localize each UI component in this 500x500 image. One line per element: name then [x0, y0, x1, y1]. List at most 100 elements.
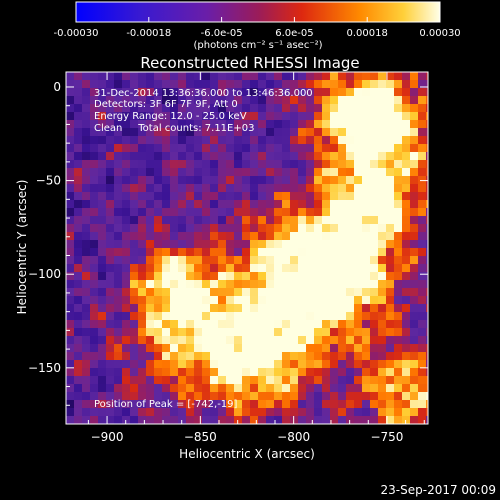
heatmap-cell	[426, 344, 428, 352]
heatmap-cell	[290, 112, 298, 120]
heatmap-cell	[418, 80, 426, 88]
heatmap-cell	[242, 264, 250, 272]
heatmap-cell	[314, 136, 322, 144]
heatmap-cell	[234, 72, 242, 80]
heatmap-cell	[138, 328, 146, 336]
heatmap-cell	[266, 72, 274, 80]
heatmap-cell	[330, 328, 338, 336]
heatmap-cell	[130, 168, 138, 176]
heatmap-cell	[186, 376, 194, 384]
heatmap-cell	[362, 96, 370, 104]
heatmap-cell	[250, 408, 258, 416]
heatmap-cell	[282, 184, 290, 192]
heatmap-cell	[378, 408, 386, 416]
heatmap-cell	[282, 176, 290, 184]
heatmap-cell	[290, 136, 298, 144]
heatmap-cell	[410, 232, 418, 240]
heatmap-cell	[178, 176, 186, 184]
heatmap-cell	[66, 248, 74, 256]
heatmap-cell	[354, 200, 362, 208]
heatmap-cell	[114, 136, 122, 144]
heatmap-cell	[386, 160, 394, 168]
heatmap-cell	[194, 360, 202, 368]
heatmap-cell	[354, 168, 362, 176]
heatmap-cell	[410, 272, 418, 280]
heatmap-cell	[194, 304, 202, 312]
heatmap-cell	[202, 152, 210, 160]
heatmap-cell	[114, 144, 122, 152]
heatmap-cell	[250, 120, 258, 128]
heatmap-cell	[354, 112, 362, 120]
heatmap-cell	[282, 152, 290, 160]
heatmap-cell	[282, 360, 290, 368]
heatmap-cell	[274, 240, 282, 248]
heatmap-cell	[66, 304, 74, 312]
heatmap-cell	[178, 224, 186, 232]
heatmap-cell	[202, 176, 210, 184]
heatmap-cell	[314, 416, 322, 424]
heatmap-cell	[370, 208, 378, 216]
heatmap-cell	[274, 112, 282, 120]
heatmap-cell	[202, 272, 210, 280]
heatmap-cell	[106, 320, 114, 328]
heatmap-cell	[338, 112, 346, 120]
heatmap-cell	[402, 336, 410, 344]
heatmap-cell	[306, 200, 314, 208]
heatmap-cell	[258, 192, 266, 200]
y-axis-ticks: 0−50−100−150	[28, 80, 428, 406]
heatmap-cell	[154, 296, 162, 304]
heatmap-cell	[210, 344, 218, 352]
heatmap-cell	[274, 120, 282, 128]
heatmap-cell	[274, 176, 282, 184]
heatmap-cell	[258, 144, 266, 152]
heatmap-cell	[330, 352, 338, 360]
heatmap-cell	[186, 312, 194, 320]
heatmap-cell	[114, 112, 122, 120]
heatmap-cell	[74, 376, 82, 384]
heatmap-cell	[250, 160, 258, 168]
heatmap-cell	[138, 168, 146, 176]
heatmap-cell	[274, 384, 282, 392]
heatmap-cell	[106, 160, 114, 168]
heatmap-cell	[194, 368, 202, 376]
heatmap-cell	[82, 328, 90, 336]
heatmap-cell	[74, 136, 82, 144]
heatmap-cell	[322, 104, 330, 112]
heatmap-cell	[258, 328, 266, 336]
heatmap-cell	[426, 88, 428, 96]
y-tick-label: −50	[36, 174, 61, 188]
heatmap-cell	[242, 224, 250, 232]
heatmap-cell	[370, 120, 378, 128]
heatmap-cell	[106, 128, 114, 136]
heatmap-cell	[306, 216, 314, 224]
heatmap-cell	[202, 392, 210, 400]
heatmap-cell	[66, 88, 74, 96]
heatmap-cell	[346, 352, 354, 360]
heatmap-cell	[266, 136, 274, 144]
heatmap-cell	[186, 360, 194, 368]
heatmap-cell	[354, 384, 362, 392]
heatmap-cell	[314, 112, 322, 120]
heatmap-cell	[146, 360, 154, 368]
heatmap-cell	[250, 80, 258, 88]
heatmap-cell	[346, 80, 354, 88]
heatmap-cell	[202, 288, 210, 296]
heatmap-cell	[394, 112, 402, 120]
heatmap-cell	[386, 232, 394, 240]
heatmap-cell	[170, 416, 178, 424]
heatmap-cell	[386, 192, 394, 200]
heatmap-cell	[266, 360, 274, 368]
heatmap-cell	[418, 384, 426, 392]
colorbar-tick-label: -0.00018	[126, 28, 171, 39]
heatmap-cell	[394, 168, 402, 176]
heatmap-cell	[194, 80, 202, 88]
heatmap-cell	[202, 400, 210, 408]
heatmap-cell	[202, 120, 210, 128]
heatmap-cell	[418, 328, 426, 336]
heatmap-cell	[362, 256, 370, 264]
heatmap-cell	[202, 240, 210, 248]
heatmap-cell	[378, 232, 386, 240]
heatmap-cell	[338, 200, 346, 208]
heatmap-cell	[346, 256, 354, 264]
heatmap-cell	[370, 352, 378, 360]
